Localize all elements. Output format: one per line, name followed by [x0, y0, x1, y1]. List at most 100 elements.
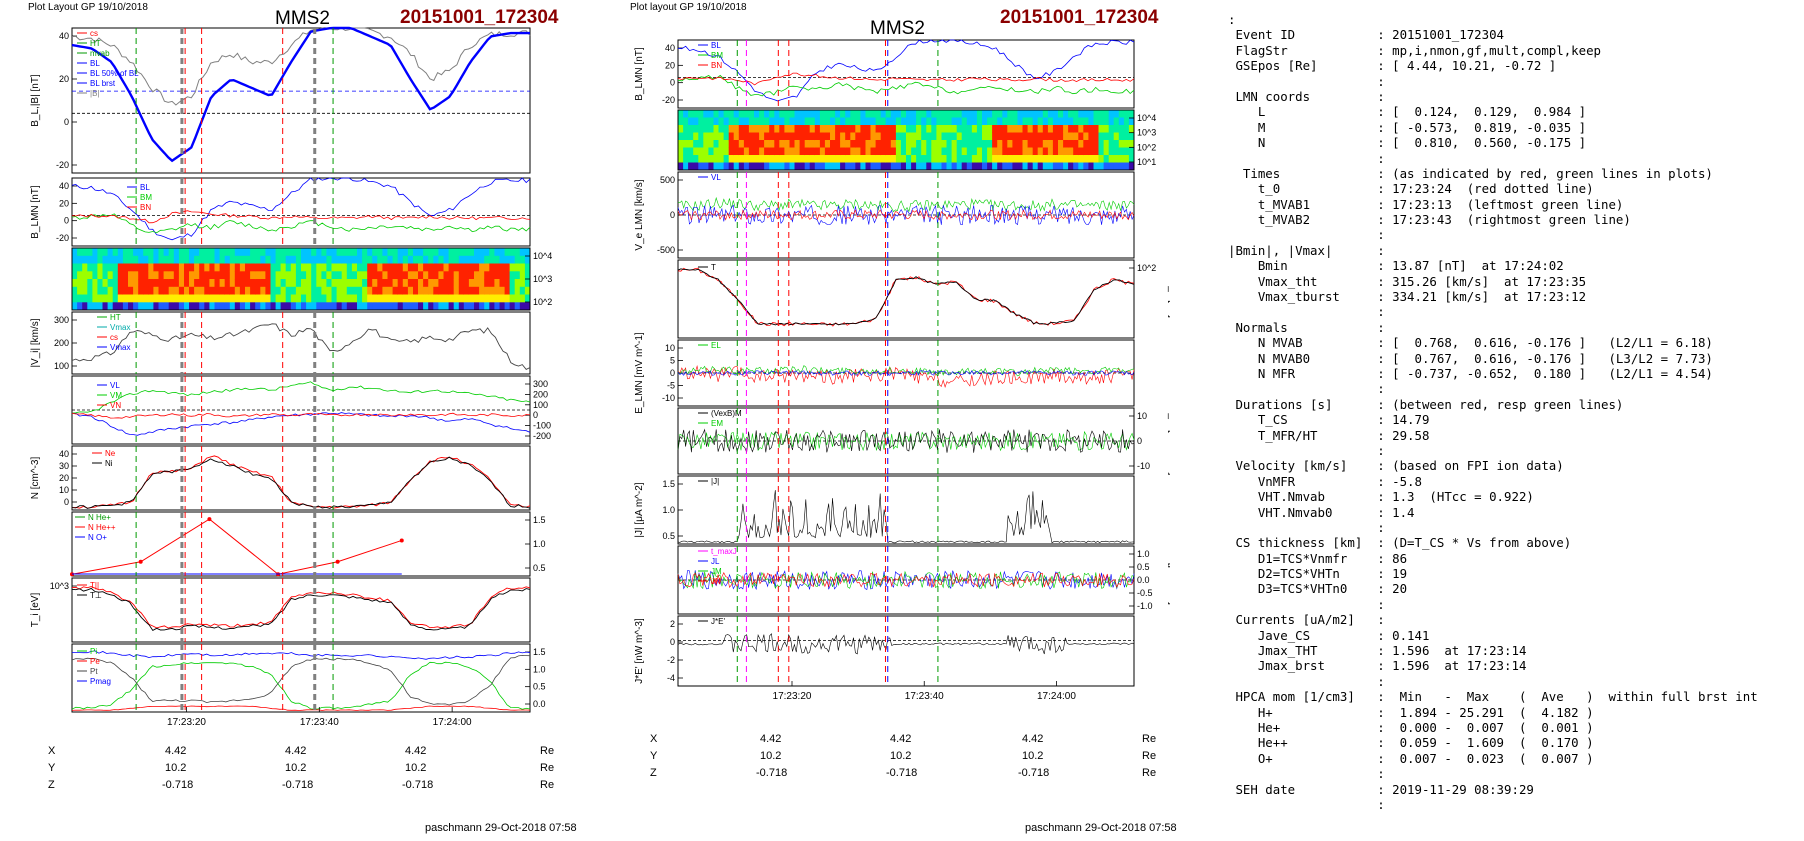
electron-spectrogram-cell: [708, 132, 714, 141]
electron-spectrogram-cell: [698, 155, 704, 163]
ion-spectrogram-cell: [402, 263, 409, 272]
ion-spectrogram-cell: [316, 271, 322, 280]
electron-spectrogram-cell: [946, 155, 952, 163]
tick-label: 200: [533, 389, 548, 399]
mid-spacecraft-title: MMS2: [870, 18, 925, 39]
ion-spectrogram-cell: [163, 286, 170, 295]
series-vi: [71, 323, 531, 370]
electron-spectrogram-cell: [1007, 117, 1013, 126]
info-key: D3=TCS*VHTn0: [1228, 581, 1378, 597]
electron-spectrogram-cell: [1027, 162, 1034, 171]
electron-spectrogram-cell: [693, 132, 699, 141]
ion-spectrogram-cell: [484, 294, 490, 303]
electron-spectrogram-cell: [997, 147, 1003, 156]
electron-spectrogram-cell: [830, 155, 836, 163]
ion-spectrogram-cell: [133, 302, 139, 311]
ion-spectrogram-cell: [275, 248, 282, 257]
electron-spectrogram-cell: [946, 162, 952, 171]
ion-spectrogram-cell: [341, 302, 348, 311]
ion-spectrogram-cell: [504, 294, 511, 303]
electron-spectrogram-cell: [799, 117, 806, 126]
ion-spectrogram-cell: [362, 271, 368, 280]
info-value: : (as indicated by red, green lines in p…: [1377, 165, 1713, 181]
info-row: N MVAB : [ 0.768, 0.616, -0.176 ] (L2/L1…: [1228, 335, 1798, 350]
electron-spectrogram-cell: [840, 110, 846, 118]
electron-spectrogram-cell: [865, 117, 871, 126]
info-row: D2=TCS*VHTn : 19: [1228, 566, 1798, 581]
electron-spectrogram-cell: [1128, 147, 1135, 156]
ion-spectrogram-cell: [519, 294, 526, 303]
info-row: VnMFR : -5.8: [1228, 474, 1798, 489]
electron-spectrogram-cell: [1103, 110, 1110, 118]
ion-spectrogram-cell: [250, 255, 256, 264]
electron-spectrogram-cell: [769, 155, 775, 163]
electron-spectrogram-cell: [1103, 132, 1110, 141]
electron-spectrogram-cell: [738, 162, 745, 171]
ion-spectrogram-cell: [418, 248, 424, 257]
electron-spectrogram-cell: [784, 147, 790, 156]
ion-spectrogram-cell: [184, 302, 190, 311]
ion-spectrogram-cell: [453, 279, 460, 288]
info-row: LMN coords :: [1228, 89, 1798, 104]
ion-spectrogram-cell: [163, 248, 170, 257]
coord-unit: Re: [1142, 767, 1157, 779]
electron-spectrogram-cell: [799, 132, 806, 141]
ion-spectrogram-cell: [270, 255, 276, 264]
info-value: : 19: [1377, 566, 1408, 582]
ion-spectrogram-cell: [326, 294, 332, 303]
ion-spectrogram-cell: [387, 263, 393, 272]
electron-spectrogram-cell: [992, 162, 998, 171]
electron-spectrogram-cell: [926, 140, 932, 148]
electron-spectrogram-cell: [982, 117, 988, 126]
ion-spectrogram-cell: [97, 248, 103, 257]
electron-spectrogram-cell: [941, 155, 947, 163]
electron-spectrogram-cell: [1012, 125, 1018, 133]
ion-spectrogram-cell: [463, 294, 470, 303]
electron-spectrogram-cell: [1118, 132, 1125, 141]
legend-entry: |B|: [90, 89, 100, 98]
electron-spectrogram-cell: [1078, 132, 1084, 141]
electron-spectrogram-cell: [916, 162, 922, 171]
electron-spectrogram-cell: [703, 147, 709, 156]
electron-spectrogram-cell: [809, 132, 816, 141]
ion-spectrogram-cell: [295, 271, 302, 280]
electron-spectrogram-cell: [1088, 117, 1094, 126]
ion-spectrogram-cell: [122, 302, 129, 311]
electron-spectrogram-cell: [976, 132, 983, 141]
electron-spectrogram-cell: [683, 140, 689, 148]
ion-spectrogram-cell: [428, 255, 434, 264]
electron-spectrogram-cell: [743, 110, 750, 118]
legend-entry: EL: [711, 341, 721, 350]
ion-spectrogram-cell: [423, 279, 429, 288]
electron-spectrogram-cell: [809, 110, 816, 118]
ion-spectrogram-cell: [372, 279, 378, 288]
ion-spectrogram-cell: [163, 271, 170, 280]
electron-spectrogram-cell: [956, 132, 963, 141]
electron-spectrogram-cell: [850, 140, 856, 148]
left-footer: paschmann 29-Oct-2018 07:58: [425, 822, 577, 834]
electron-spectrogram-cell: [789, 132, 795, 141]
ion-spectrogram-cell: [377, 302, 383, 311]
electron-spectrogram-cell: [961, 140, 968, 148]
electron-spectrogram-cell: [1058, 155, 1064, 163]
ion-spectrogram-cell: [260, 286, 266, 295]
electron-spectrogram-cell: [1128, 132, 1135, 141]
ion-spectrogram-cell: [128, 294, 134, 303]
blmn-panel: [71, 177, 531, 247]
electron-spectrogram-cell: [1123, 140, 1130, 148]
electron-spectrogram-cell: [743, 125, 750, 133]
axis-label: J*E' [nW m^-3]: [634, 618, 645, 684]
electron-spectrogram-cell: [961, 125, 968, 133]
ion-spectrogram-cell: [499, 271, 505, 280]
ion-spectrogram-cell: [397, 294, 404, 303]
electron-spectrogram-cell: [850, 155, 856, 163]
electron-spectrogram-cell: [1108, 147, 1115, 156]
ion-spectrogram-cell: [133, 255, 139, 264]
ion-spectrogram-cell: [504, 286, 511, 295]
ion-spectrogram-cell: [173, 255, 180, 264]
electron-spectrogram-cell: [1093, 147, 1099, 156]
electron-spectrogram-cell: [723, 117, 730, 126]
electron-spectrogram-cell: [1093, 117, 1099, 126]
ion-spectrogram-cell: [234, 255, 241, 264]
electron-spectrogram-cell: [1063, 140, 1069, 148]
